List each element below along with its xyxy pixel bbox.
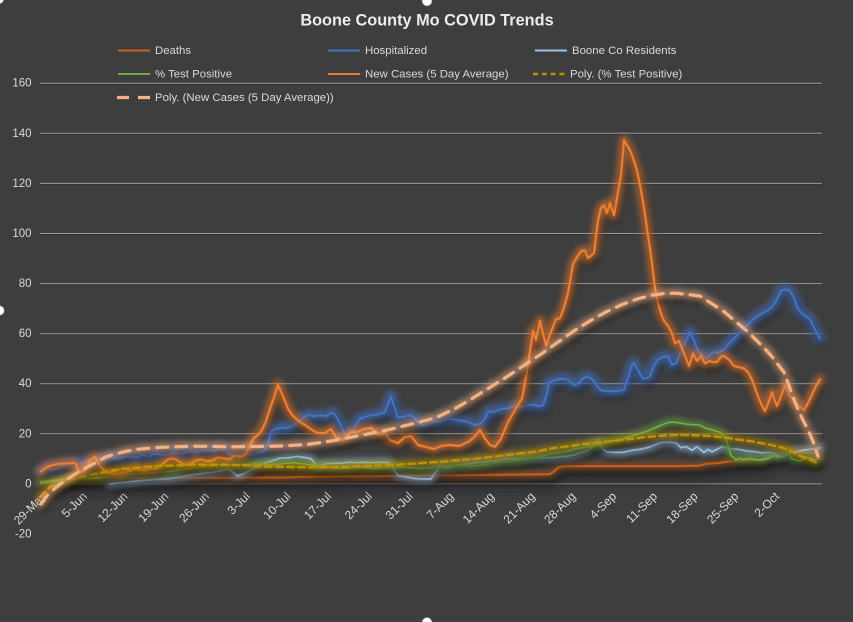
svg-text:0: 0 <box>25 478 31 490</box>
svg-text:Boone County Mo COVID Trends: Boone County Mo COVID Trends <box>300 12 553 30</box>
svg-text:60: 60 <box>19 328 32 340</box>
svg-text:Poly. (New Cases (5 Day Averag: Poly. (New Cases (5 Day Average)) <box>155 92 334 104</box>
svg-text:Hospitalized: Hospitalized <box>365 45 427 57</box>
svg-text:New Cases (5 Day Average): New Cases (5 Day Average) <box>365 69 509 81</box>
svg-text:40: 40 <box>19 378 32 390</box>
svg-text:120: 120 <box>12 178 31 190</box>
svg-text:140: 140 <box>12 128 31 140</box>
svg-text:-20: -20 <box>15 529 32 541</box>
svg-text:20: 20 <box>19 428 32 440</box>
svg-text:100: 100 <box>12 228 31 240</box>
svg-text:Boone Co Residents: Boone Co Residents <box>572 45 677 57</box>
svg-text:80: 80 <box>19 278 32 290</box>
svg-text:Poly. (% Test Positive): Poly. (% Test Positive) <box>570 69 682 81</box>
svg-text:% Test Positive: % Test Positive <box>155 69 232 81</box>
svg-text:160: 160 <box>12 78 31 90</box>
svg-text:Deaths: Deaths <box>155 45 191 57</box>
